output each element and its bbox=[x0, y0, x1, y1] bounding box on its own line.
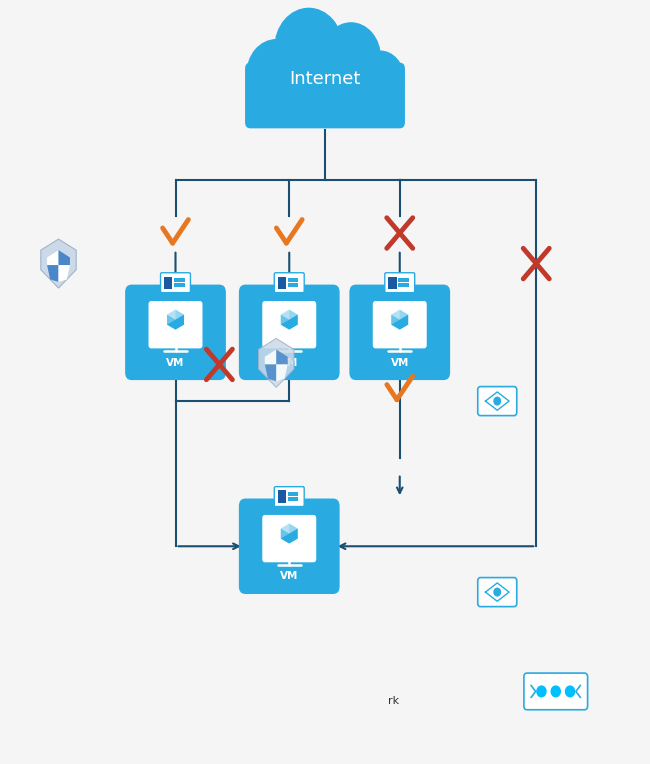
Bar bbox=[288, 492, 298, 496]
FancyBboxPatch shape bbox=[274, 273, 304, 293]
Text: VM: VM bbox=[166, 358, 185, 367]
Bar bbox=[278, 490, 286, 503]
FancyBboxPatch shape bbox=[245, 63, 405, 128]
Polygon shape bbox=[280, 309, 289, 325]
Polygon shape bbox=[166, 309, 185, 330]
Polygon shape bbox=[280, 309, 298, 330]
Polygon shape bbox=[58, 250, 70, 265]
Bar bbox=[398, 283, 409, 287]
Circle shape bbox=[247, 40, 306, 108]
Bar bbox=[288, 278, 298, 282]
Polygon shape bbox=[166, 309, 185, 319]
FancyBboxPatch shape bbox=[350, 285, 450, 380]
Text: Internet: Internet bbox=[289, 70, 361, 88]
Text: VM: VM bbox=[280, 358, 298, 367]
Bar bbox=[398, 278, 409, 282]
Polygon shape bbox=[391, 309, 409, 330]
Polygon shape bbox=[280, 523, 298, 533]
FancyBboxPatch shape bbox=[263, 301, 317, 348]
Polygon shape bbox=[280, 523, 289, 539]
FancyBboxPatch shape bbox=[239, 285, 339, 380]
FancyBboxPatch shape bbox=[373, 301, 426, 348]
Polygon shape bbox=[276, 364, 288, 381]
FancyBboxPatch shape bbox=[125, 285, 226, 380]
Circle shape bbox=[275, 8, 343, 88]
Polygon shape bbox=[280, 309, 298, 319]
Bar bbox=[288, 497, 298, 501]
Polygon shape bbox=[391, 309, 400, 325]
FancyBboxPatch shape bbox=[239, 498, 339, 594]
Circle shape bbox=[357, 51, 404, 106]
Bar bbox=[388, 277, 396, 289]
Polygon shape bbox=[276, 349, 288, 364]
Polygon shape bbox=[166, 309, 176, 325]
FancyBboxPatch shape bbox=[524, 673, 588, 710]
Circle shape bbox=[551, 686, 560, 697]
Text: VM: VM bbox=[280, 571, 298, 581]
Polygon shape bbox=[47, 250, 58, 265]
Circle shape bbox=[537, 686, 546, 697]
Polygon shape bbox=[58, 265, 70, 282]
FancyBboxPatch shape bbox=[274, 487, 304, 507]
FancyBboxPatch shape bbox=[478, 387, 517, 416]
FancyBboxPatch shape bbox=[148, 301, 203, 348]
Circle shape bbox=[494, 397, 500, 405]
Bar bbox=[288, 283, 298, 287]
FancyBboxPatch shape bbox=[385, 273, 415, 293]
Polygon shape bbox=[265, 364, 276, 381]
Polygon shape bbox=[391, 309, 409, 319]
Bar bbox=[164, 277, 172, 289]
Polygon shape bbox=[259, 338, 294, 387]
Circle shape bbox=[566, 686, 575, 697]
Circle shape bbox=[322, 23, 380, 92]
Polygon shape bbox=[280, 523, 298, 544]
Text: VM: VM bbox=[391, 358, 409, 367]
Circle shape bbox=[494, 588, 500, 596]
Polygon shape bbox=[265, 349, 276, 364]
Text: rk: rk bbox=[388, 695, 399, 706]
FancyBboxPatch shape bbox=[478, 578, 517, 607]
Bar bbox=[174, 278, 185, 282]
Polygon shape bbox=[41, 239, 76, 288]
FancyBboxPatch shape bbox=[263, 515, 317, 562]
Bar bbox=[278, 277, 286, 289]
FancyBboxPatch shape bbox=[161, 273, 190, 293]
Bar bbox=[174, 283, 185, 287]
Polygon shape bbox=[47, 265, 58, 282]
